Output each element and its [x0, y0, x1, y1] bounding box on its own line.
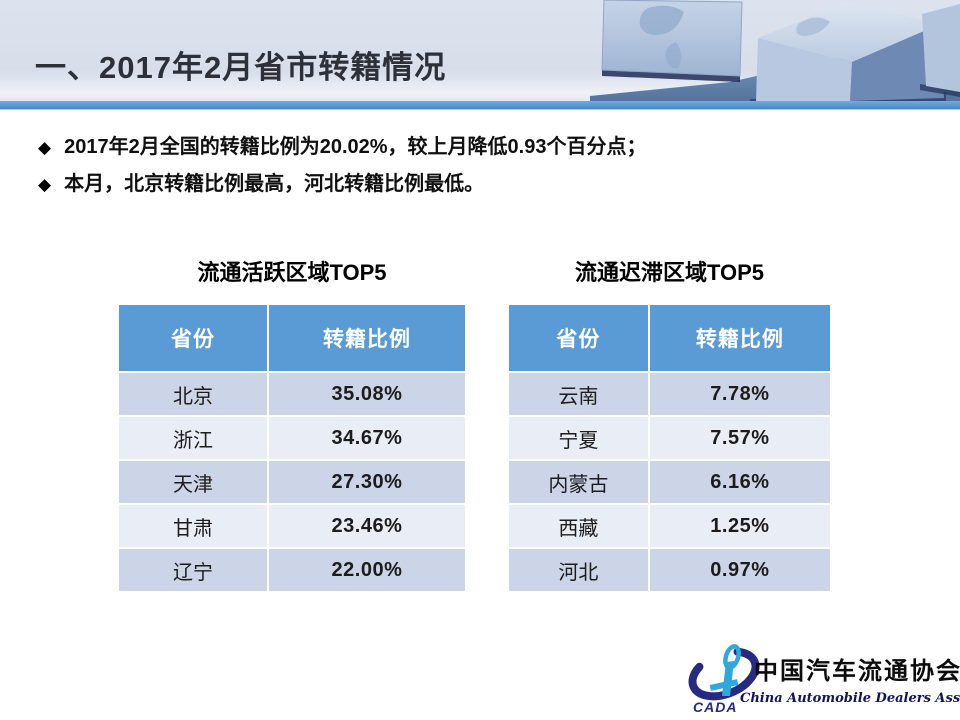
sluggish-regions-block: 流通迟滞区域TOP5 省份 转籍比例 云南 7.78% 宁夏 7.57%	[507, 260, 832, 593]
province-cell: 天津	[119, 461, 267, 503]
page-title: 一、2017年2月省市转籍情况	[35, 50, 447, 85]
value-cell: 35.08%	[268, 373, 465, 415]
province-cell: 甘肃	[119, 505, 267, 547]
table-row: 甘肃 23.46%	[119, 505, 465, 547]
table-header-row: 省份 转籍比例	[509, 305, 830, 371]
value-cell: 27.30%	[268, 461, 465, 503]
province-cell: 北京	[119, 373, 267, 415]
table-row: 内蒙古 6.16%	[509, 461, 830, 503]
active-regions-block: 流通活跃区域TOP5 省份 转籍比例 北京 35.08% 浙江 34.67%	[117, 260, 467, 593]
province-header: 省份	[509, 305, 648, 371]
header-banner: 一、2017年2月省市转籍情况	[0, 0, 960, 101]
province-header: 省份	[119, 305, 267, 371]
value-cell: 7.57%	[649, 417, 830, 459]
value-cell: 7.78%	[649, 373, 830, 415]
table-row: 浙江 34.67%	[119, 417, 465, 459]
active-regions-title: 流通活跃区域TOP5	[197, 260, 387, 285]
table-row: 北京 35.08%	[119, 373, 465, 415]
accent-bar	[0, 101, 960, 110]
value-cell: 0.97%	[649, 549, 830, 591]
province-cell: 内蒙古	[509, 461, 648, 503]
value-cell: 22.00%	[268, 549, 465, 591]
ratio-header: 转籍比例	[649, 305, 830, 371]
cada-logo: CADA 中国汽车流通协会 China Automobile Dealers A…	[676, 644, 960, 716]
active-regions-table: 省份 转籍比例 北京 35.08% 浙江 34.67% 天津 27.30%	[117, 303, 467, 593]
ratio-header: 转籍比例	[268, 305, 465, 371]
table-header-row: 省份 转籍比例	[119, 305, 465, 371]
value-cell: 1.25%	[649, 505, 830, 547]
sluggish-regions-table: 省份 转籍比例 云南 7.78% 宁夏 7.57% 内蒙古 6.16%	[507, 303, 832, 593]
province-cell: 西藏	[509, 505, 648, 547]
bullet-text: 本月，北京转籍比例最高，河北转籍比例最低。	[64, 173, 485, 195]
table-row: 河北 0.97%	[509, 549, 830, 591]
logo-acronym: CADA	[693, 699, 737, 715]
logo-name-chinese: 中国汽车流通协会	[754, 659, 960, 685]
diamond-bullet-icon: ◆	[38, 175, 52, 194]
bullet-item: ◆ 本月，北京转籍比例最高，河北转籍比例最低。	[38, 173, 918, 196]
bullet-item: ◆ 2017年2月全国的转籍比例为20.02%，较上月降低0.93个百分点；	[38, 136, 918, 159]
value-cell: 6.16%	[649, 461, 830, 503]
table-row: 西藏 1.25%	[509, 505, 830, 547]
province-cell: 云南	[509, 373, 648, 415]
table-row: 宁夏 7.57%	[509, 417, 830, 459]
sluggish-regions-title: 流通迟滞区域TOP5	[574, 260, 765, 285]
cada-logo-icon: CADA	[688, 644, 760, 715]
diamond-bullet-icon: ◆	[38, 138, 52, 157]
value-cell: 34.67%	[268, 417, 465, 459]
bullet-text: 2017年2月全国的转籍比例为20.02%，较上月降低0.93个百分点；	[64, 136, 647, 158]
logo-name-english: China Automobile Dealers Association	[740, 691, 960, 706]
table-row: 辽宁 22.00%	[119, 549, 465, 591]
blue-cubes-graphic	[590, 0, 960, 101]
bullet-list: ◆ 2017年2月全国的转籍比例为20.02%，较上月降低0.93个百分点； ◆…	[38, 136, 918, 210]
province-cell: 辽宁	[119, 549, 267, 591]
province-cell: 宁夏	[509, 417, 648, 459]
table-row: 云南 7.78%	[509, 373, 830, 415]
value-cell: 23.46%	[268, 505, 465, 547]
province-cell: 浙江	[119, 417, 267, 459]
province-cell: 河北	[509, 549, 648, 591]
table-row: 天津 27.30%	[119, 461, 465, 503]
